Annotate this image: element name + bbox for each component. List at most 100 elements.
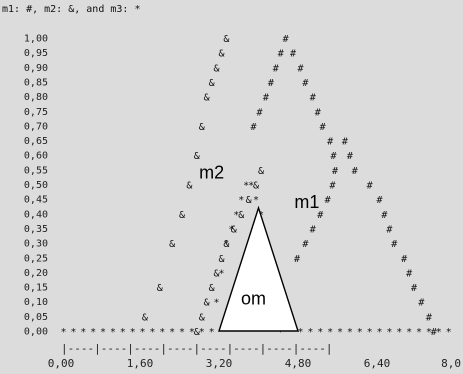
y-tick-label: 0,65	[24, 136, 48, 147]
series-3-point: &	[194, 151, 200, 162]
series-1-point: #	[268, 78, 274, 89]
y-tick-label: 0,40	[24, 209, 48, 220]
x-axis-ticks: 0,00 1,60 3,20 4,80 6,40 8,0	[48, 357, 461, 370]
series-4-point: *	[248, 181, 254, 192]
series-1-point: #	[331, 151, 337, 162]
series-1-point: #	[330, 181, 336, 192]
y-tick-label: 0,75	[24, 107, 48, 118]
series-1-point: #	[283, 34, 289, 45]
series-1-point: #	[278, 49, 284, 60]
series-4-point: *	[307, 327, 313, 338]
series-1-point: #	[376, 195, 382, 206]
series-1-point: #	[325, 195, 331, 206]
series-4-point: *	[367, 327, 373, 338]
series-1-point: #	[327, 137, 333, 148]
series-4-point: *	[253, 195, 259, 206]
y-tick-label: 0,60	[24, 151, 48, 162]
series-4-point: *	[214, 298, 220, 309]
series-1-point: #	[347, 151, 353, 162]
series-4-point: *	[228, 224, 234, 235]
y-tick-label: 0,00	[24, 327, 48, 338]
series-3-point: &	[214, 63, 220, 74]
y-tick-label: 0,15	[24, 283, 48, 294]
series-4-point: *	[120, 327, 126, 338]
y-tick-label: 0,45	[24, 195, 48, 206]
series-1-point: #	[406, 268, 412, 279]
series-4-point: *	[396, 327, 402, 338]
series-3-point: &	[209, 78, 215, 89]
y-axis-ticks: 0,00 0,05 0,10 0,15 0,20 0,25 0,30 0,35 0,40 0,45…	[24, 34, 48, 338]
series-1-point: #	[418, 298, 424, 309]
y-tick-label: 0,55	[24, 165, 48, 176]
series-4-point: *	[233, 210, 239, 221]
series-4-point: *	[169, 327, 175, 338]
om-triangle-group	[218, 205, 299, 332]
series-2-point: &	[194, 327, 200, 338]
y-tick-label: 0,10	[24, 297, 48, 308]
series-1-point: #	[386, 224, 392, 235]
y-tick-label: 0,30	[24, 239, 48, 250]
series-3-point: &	[142, 312, 148, 323]
series-2-point: &	[231, 224, 237, 235]
series-1-point: #	[332, 166, 338, 177]
series-4-point: *	[278, 327, 284, 338]
series-4-point: *	[238, 195, 244, 206]
y-tick-label: 0,35	[24, 224, 48, 235]
series-4-point: *	[446, 327, 452, 338]
annotations: m2 m1 om	[199, 163, 319, 309]
series-3-point: &	[179, 210, 185, 221]
series-2-point: &	[253, 181, 259, 192]
series-4-point: *	[149, 327, 155, 338]
y-tick-label: 0,70	[24, 121, 48, 132]
x-axis-line: |----|----|----|----|----|----|----|----…	[61, 342, 333, 355]
om-triangle	[218, 205, 299, 332]
x-tick-label: 8,0	[441, 357, 461, 370]
series-4-point: *	[426, 327, 432, 338]
series-1-point: #	[290, 49, 296, 60]
series-3-point: &	[199, 122, 205, 133]
series-2-point: &	[258, 166, 264, 177]
y-tick-label: 0,50	[24, 180, 48, 191]
series-1-point: #	[302, 239, 308, 250]
series-4-point: *	[218, 268, 224, 279]
series-3-point: &	[157, 283, 163, 294]
series-4-point: *	[317, 327, 323, 338]
series-2-point: &	[214, 268, 220, 279]
series-1-point: #	[401, 254, 407, 265]
series-4-point: *	[199, 327, 205, 338]
series-4-point: *	[416, 327, 422, 338]
series-4-point: *	[386, 327, 392, 338]
series-4-point: *	[139, 327, 145, 338]
series-1-point: #	[294, 254, 300, 265]
series-1-point: #	[381, 210, 387, 221]
series-2-point: &	[199, 312, 205, 323]
series-1-point: #	[426, 312, 432, 323]
series-1-point: #	[251, 122, 257, 133]
series-4-point: *	[159, 327, 165, 338]
annotation-om: om	[241, 289, 266, 309]
series-3-point: &	[223, 34, 229, 45]
series-4-point: *	[297, 327, 303, 338]
series-4-point: *	[80, 327, 86, 338]
series-4-point: *	[327, 327, 333, 338]
series-4-point: *	[347, 327, 353, 338]
series-1-point: #	[302, 78, 308, 89]
y-tick-label: 0,90	[24, 63, 48, 74]
series-4-point: *	[90, 327, 96, 338]
series-2-point: &	[246, 195, 252, 206]
series-1-point: #	[431, 327, 437, 338]
series-3-point: &	[204, 93, 210, 104]
series-1-point: #	[411, 283, 417, 294]
x-tick-label: 3,20	[206, 357, 233, 370]
x-tick-label: 1,60	[127, 357, 154, 370]
series-1-point: #	[263, 93, 269, 104]
series-4-point: *	[357, 327, 363, 338]
series-1-point: #	[342, 137, 348, 148]
y-tick-label: 0,05	[24, 312, 48, 323]
legend-text: m1: #, m2: &, and m3: *	[2, 4, 140, 15]
series-4-point: *	[376, 327, 382, 338]
y-tick-label: 0,25	[24, 253, 48, 264]
series-2-point: &	[223, 239, 229, 250]
series-4-point: *	[70, 327, 76, 338]
series-1-point: #	[317, 210, 323, 221]
